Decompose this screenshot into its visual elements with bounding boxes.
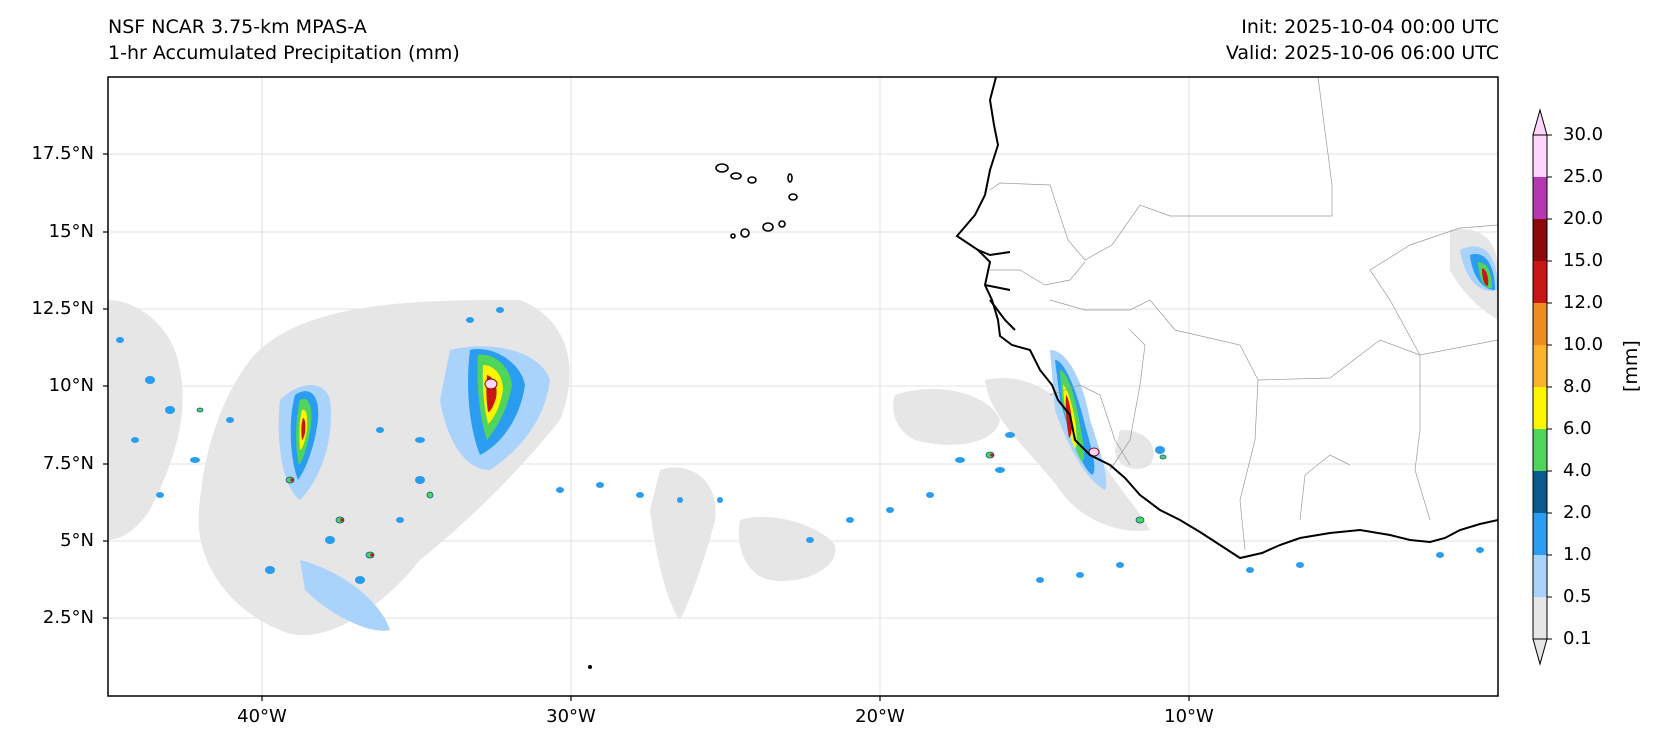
- colorbar-tick-label: 15.0: [1563, 250, 1604, 271]
- title-left: NSF NCAR 3.75-km MPAS-A 1-hr Accumulated…: [108, 14, 460, 66]
- colorbar-segment: [1533, 219, 1547, 261]
- colorbar-segment: [1533, 513, 1547, 555]
- colorbar-segment: [1533, 303, 1547, 345]
- colorbar-segment: [1533, 261, 1547, 303]
- map-content: [108, 77, 1498, 696]
- colorbar-segment: [1533, 471, 1547, 513]
- colorbar-segment: [1533, 345, 1547, 387]
- lat-tick-label: 17.5°N: [31, 143, 94, 164]
- colorbar-tick-label: 30.0: [1563, 124, 1604, 145]
- lon-tick-label: 40°W: [237, 706, 287, 727]
- country-borders: [989, 77, 1498, 551]
- colorbar-tick-label: 20.0: [1563, 208, 1604, 229]
- field-title: 1-hr Accumulated Precipitation (mm): [108, 42, 460, 64]
- lon-tick-label: 20°W: [855, 706, 905, 727]
- colorbar-segment: [1533, 597, 1547, 639]
- axis-ticks: [103, 153, 1190, 701]
- precip-cores: [296, 262, 1492, 465]
- colorbar-unit: [mm]: [1620, 340, 1642, 392]
- lon-tick-label: 30°W: [546, 706, 596, 727]
- colorbar-segment: [1533, 429, 1547, 471]
- lat-tick-label: 15°N: [48, 221, 94, 242]
- colorbar: [1532, 108, 1552, 666]
- colorbar-segment: [1533, 135, 1547, 177]
- colorbar-tick-label: 0.5: [1563, 586, 1592, 607]
- scattered-cells: [116, 307, 1484, 584]
- colorbar-tick-label: 4.0: [1563, 460, 1592, 481]
- colorbar-tick-label: 10.0: [1563, 334, 1604, 355]
- lat-tick-label: 7.5°N: [42, 453, 94, 474]
- title-right: Init: 2025-10-04 00:00 UTC Valid: 2025-1…: [1226, 14, 1499, 66]
- colorbar-extend-min: [1532, 638, 1548, 666]
- colorbar-tick-label: 12.0: [1563, 292, 1604, 313]
- lon-tick-label: 10°W: [1164, 706, 1214, 727]
- colorbar-tick-label: 1.0: [1563, 544, 1592, 565]
- lat-tick-label: 2.5°N: [42, 607, 94, 628]
- colorbar-segment: [1533, 555, 1547, 597]
- colorbar-tick-label: 6.0: [1563, 418, 1592, 439]
- lat-tick-label: 5°N: [60, 530, 94, 551]
- coastline: [955, 77, 1498, 560]
- small-island: [588, 665, 592, 669]
- colorbar-tick-label: 25.0: [1563, 166, 1604, 187]
- colorbar-tick-label: 8.0: [1563, 376, 1592, 397]
- colorbar-extend-max: [1532, 108, 1548, 136]
- colorbar-tick-label: 2.0: [1563, 502, 1592, 523]
- init-time: Init: 2025-10-04 00:00 UTC: [1241, 16, 1499, 38]
- cape-verde-islands: [715, 163, 798, 239]
- colorbar-segment: [1533, 387, 1547, 429]
- model-title: NSF NCAR 3.75-km MPAS-A: [108, 16, 367, 38]
- colorbar-segment: [1533, 177, 1547, 219]
- lat-tick-label: 10°N: [48, 375, 94, 396]
- colorbar-tick-label: 0.1: [1563, 628, 1592, 649]
- valid-time: Valid: 2025-10-06 06:00 UTC: [1225, 42, 1499, 64]
- lat-tick-label: 12.5°N: [31, 298, 94, 319]
